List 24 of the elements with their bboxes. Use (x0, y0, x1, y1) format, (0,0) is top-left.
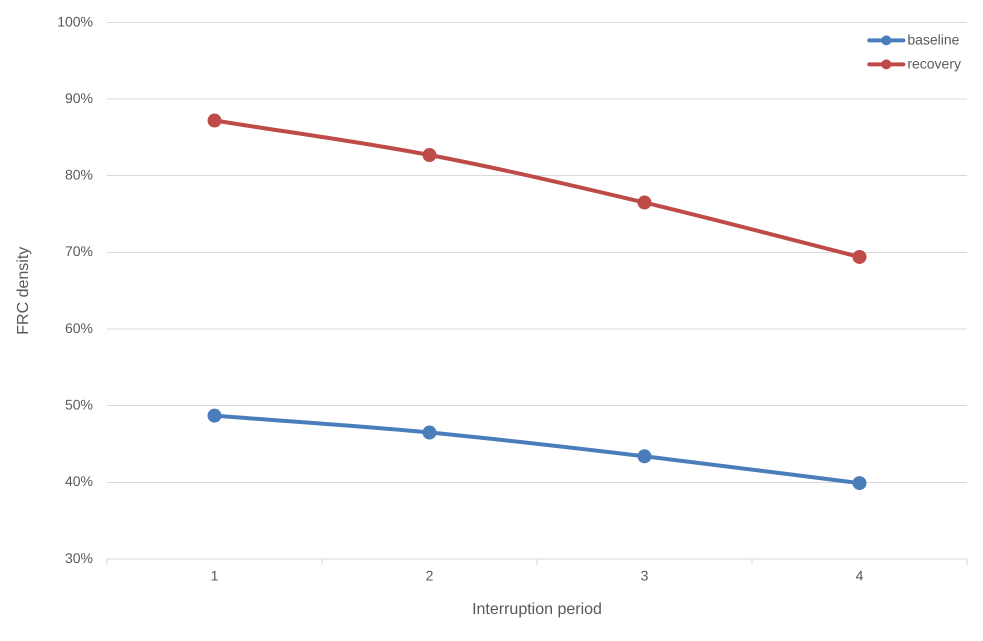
legend-label: recovery (907, 55, 962, 72)
y-tick-label: 80% (64, 166, 94, 183)
point (852, 250, 866, 264)
point (638, 196, 652, 210)
point (422, 426, 437, 440)
point (208, 114, 222, 128)
point (852, 476, 866, 490)
y-tick-label: 90% (64, 90, 94, 106)
x-tick-label: 3 (640, 567, 649, 584)
y-axis-title: FRC density (15, 246, 32, 335)
y-tick-label: 50% (64, 396, 94, 413)
x-tick-label: 2 (426, 567, 434, 584)
x-tick-label: 4 (856, 567, 864, 584)
x-axis-title: Interruption period (472, 600, 602, 618)
y-tick-label: 60% (64, 320, 94, 336)
point (208, 408, 222, 423)
point (638, 449, 652, 464)
point (422, 148, 437, 162)
x-tick-label: 1 (210, 567, 219, 584)
y-tick-label: 100% (57, 13, 94, 30)
y-tick-label: 70% (64, 243, 94, 260)
y-tick-label: 30% (64, 550, 94, 566)
y-tick-label: 40% (64, 473, 94, 490)
legend-label: baseline (907, 31, 960, 48)
